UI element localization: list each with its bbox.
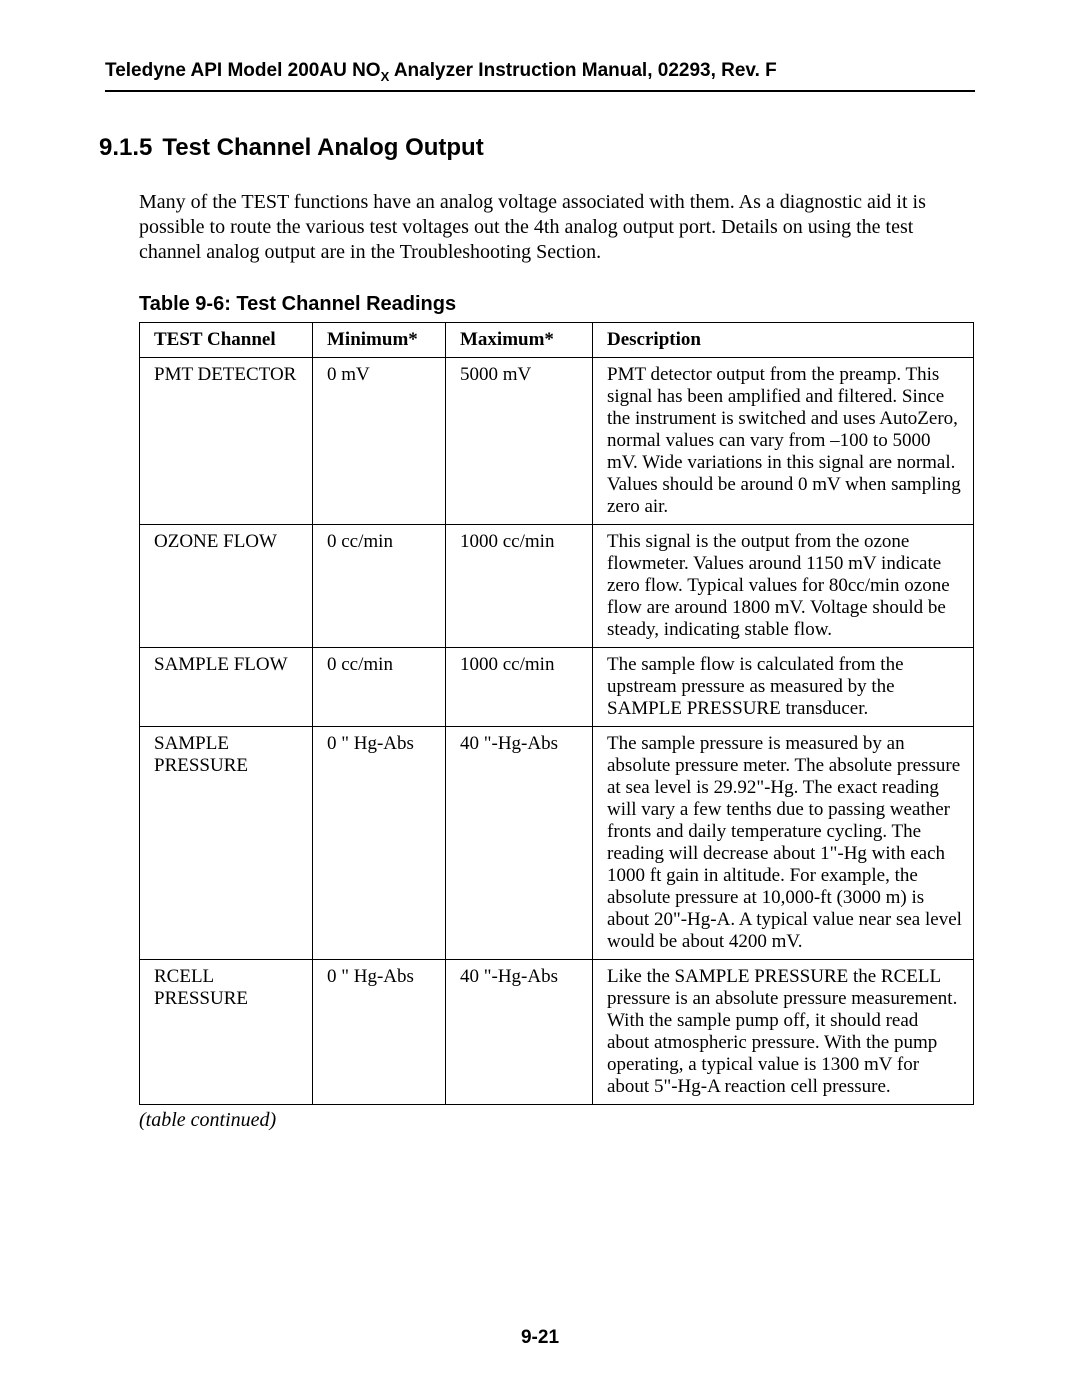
section-title: Test Channel Analog Output [162,134,483,161]
cell-channel: OZONE FLOW [140,524,313,647]
cell-min: 0 " Hg-Abs [313,726,446,959]
table-continued-note: (table continued) [139,1109,975,1132]
cell-channel: SAMPLE PRESSURE [140,726,313,959]
cell-max: 1000 cc/min [446,524,593,647]
cell-channel: RCELL PRESSURE [140,959,313,1104]
intro-paragraph: Many of the TEST functions have an analo… [139,190,975,265]
col-header-description: Description [593,322,974,357]
page-number: 9-21 [0,1327,1080,1349]
header-prefix: Teledyne API Model 200AU NO [105,60,381,81]
table-caption: Table 9-6: Test Channel Readings [139,293,975,316]
cell-min: 0 " Hg-Abs [313,959,446,1104]
table-row: OZONE FLOW 0 cc/min 1000 cc/min This sig… [140,524,974,647]
cell-channel: SAMPLE FLOW [140,647,313,726]
table-row: PMT DETECTOR 0 mV 5000 mV PMT detector o… [140,357,974,524]
cell-channel: PMT DETECTOR [140,357,313,524]
table-row: RCELL PRESSURE 0 " Hg-Abs 40 "-Hg-Abs Li… [140,959,974,1104]
cell-max: 40 "-Hg-Abs [446,959,593,1104]
cell-max: 40 "-Hg-Abs [446,726,593,959]
header-subscript: X [381,69,390,84]
cell-desc: PMT detector output from the preamp. Thi… [593,357,974,524]
table-row: SAMPLE PRESSURE 0 " Hg-Abs 40 "-Hg-Abs T… [140,726,974,959]
header-suffix: Analyzer Instruction Manual, 02293, Rev.… [389,60,777,81]
table-row: SAMPLE FLOW 0 cc/min 1000 cc/min The sam… [140,647,974,726]
cell-max: 1000 cc/min [446,647,593,726]
col-header-maximum: Maximum* [446,322,593,357]
cell-desc: This signal is the output from the ozone… [593,524,974,647]
cell-max: 5000 mV [446,357,593,524]
col-header-channel: TEST Channel [140,322,313,357]
cell-min: 0 cc/min [313,524,446,647]
cell-min: 0 mV [313,357,446,524]
section-heading: 9.1.5 Test Channel Analog Output [99,134,975,162]
cell-desc: Like the SAMPLE PRESSURE the RCELL press… [593,959,974,1104]
col-header-minimum: Minimum* [313,322,446,357]
test-channel-table: TEST Channel Minimum* Maximum* Descripti… [139,322,974,1105]
cell-desc: The sample flow is calculated from the u… [593,647,974,726]
table-header-row: TEST Channel Minimum* Maximum* Descripti… [140,322,974,357]
cell-desc: The sample pressure is measured by an ab… [593,726,974,959]
cell-min: 0 cc/min [313,647,446,726]
section-number: 9.1.5 [99,134,152,161]
running-header: Teledyne API Model 200AU NOX Analyzer In… [105,60,975,92]
